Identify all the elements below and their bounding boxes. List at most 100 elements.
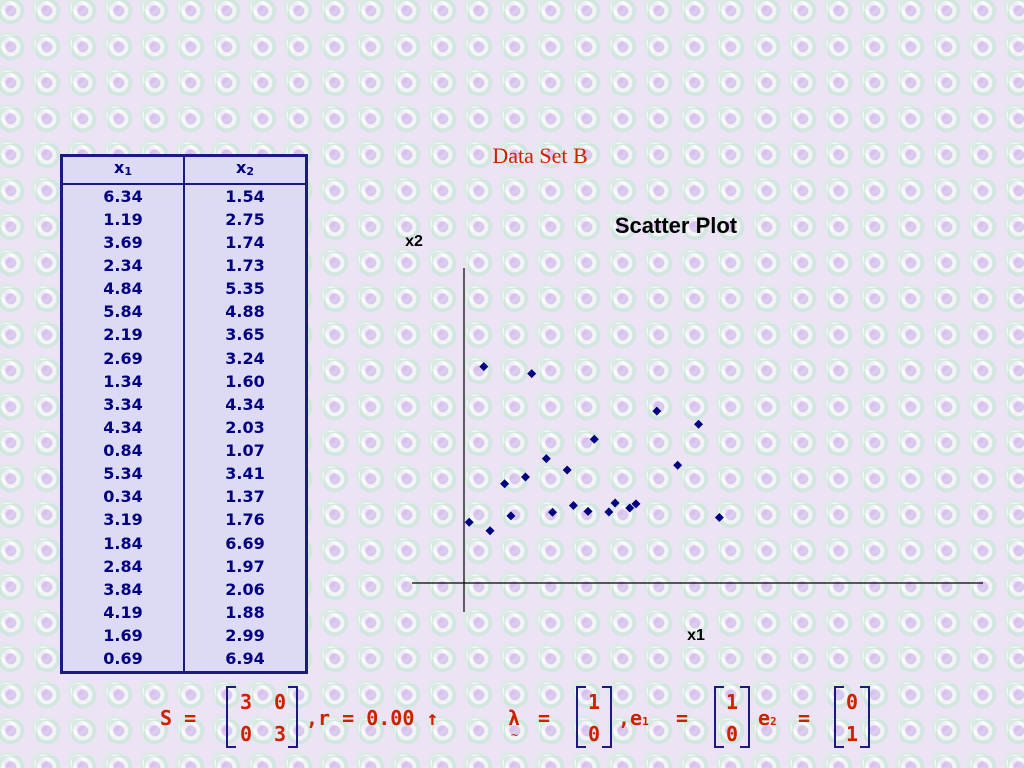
scatter-point	[500, 479, 510, 489]
cell-x1: 1.84	[63, 532, 185, 556]
table-row: 1.19 2.75	[63, 208, 305, 232]
scatter-point	[604, 507, 614, 517]
cell-x2: 4.34	[225, 394, 265, 414]
table-row: 1.34 1.60	[63, 370, 305, 394]
cell-x2: 1.07	[225, 441, 265, 461]
cell-x1: 6.34	[63, 184, 185, 209]
scatter-point	[589, 434, 599, 444]
cell-x2: 1.88	[225, 602, 265, 622]
table-row: 3.69 1.74	[63, 231, 305, 255]
eigen-formula: S = 3 0 0 3 ,r = 0.00 ↑ λ ~ = 1 0 ,e1 = 1…	[158, 686, 878, 750]
table-row: 4.84 5.35	[63, 277, 305, 301]
cell-x2: 2.06	[225, 579, 265, 599]
matrix-s-cell: 0	[273, 690, 287, 714]
cell-x2: 1.76	[225, 510, 265, 530]
cell-x2: 4.88	[225, 302, 265, 322]
cell-x2: 5.35	[225, 279, 265, 299]
scatter-point	[673, 460, 683, 470]
table-header-row: x1 x2	[63, 157, 305, 185]
cell-x2: 1.54	[225, 186, 265, 206]
cell-x2: 1.60	[225, 371, 265, 391]
cell-x2: 1.37	[225, 487, 265, 507]
lambda-vector-cell: 1	[587, 690, 601, 714]
table-row: 2.19 3.65	[63, 323, 305, 348]
data-table: x1 x2 6.34 1.54 1.19 2.75 3.69 1.74 2.34 1.73 4.…	[60, 154, 308, 674]
e1-vector-cell: 1	[725, 690, 739, 714]
lambda-vector: 1 0	[576, 686, 612, 748]
e2-vector: 0 1	[834, 686, 870, 748]
e2-equals: =	[798, 706, 811, 730]
column-header-x1: x1	[63, 157, 185, 185]
scatter-point	[520, 472, 530, 482]
table-row: 1.69 2.99	[63, 624, 305, 648]
lambda-symbol: λ ~	[508, 706, 521, 742]
cell-x2: 3.24	[225, 348, 265, 368]
table-row: 2.84 1.97	[63, 555, 305, 579]
cell-x2: 3.65	[225, 325, 265, 345]
cell-x2: 6.94	[225, 649, 265, 669]
cell-x2: 2.75	[225, 209, 265, 229]
scatter-point	[714, 513, 724, 523]
e1-vector: 1 0	[714, 686, 750, 748]
table-row: 3.19 1.76	[63, 508, 305, 533]
y-axis-label: x2	[405, 233, 423, 250]
scatter-point	[479, 362, 489, 372]
r-text: ,r = 0.00 ↑	[306, 706, 439, 730]
cell-x1: 3.69	[63, 231, 185, 255]
matrix-s: 3 0 0 3	[226, 686, 298, 748]
table-row: 2.34 1.73	[63, 254, 305, 278]
e1-vector-cell: 0	[725, 722, 739, 746]
chart-title: Scatter Plot	[615, 213, 738, 238]
scatter-point	[527, 369, 537, 379]
cell-x1: 0.34	[63, 485, 185, 509]
cell-x1: 5.34	[63, 462, 185, 486]
cell-x2: 2.99	[225, 626, 265, 646]
cell-x1: 2.69	[63, 347, 185, 371]
scatter-point	[562, 465, 572, 475]
matrix-s-cell: 3	[273, 722, 287, 746]
table-row: 5.84 4.88	[63, 300, 305, 324]
table-row: 0.69 6.94	[63, 647, 305, 671]
cell-x2: 2.03	[225, 417, 265, 437]
cell-x1: 2.84	[63, 555, 185, 579]
matrix-s-cell: 3	[239, 690, 253, 714]
e2-vector-cell: 1	[845, 722, 859, 746]
scatter-point	[694, 419, 704, 429]
cell-x2: 6.69	[225, 533, 265, 553]
table-row: 6.34 1.54	[63, 184, 305, 209]
cell-x1: 4.34	[63, 416, 185, 440]
cell-x2: 1.74	[225, 232, 265, 252]
x-axis-label: x1	[687, 627, 705, 644]
scatter-point	[464, 517, 474, 527]
s-label: S =	[160, 706, 197, 730]
scatter-point	[485, 526, 495, 536]
scatter-point	[631, 499, 641, 509]
e2-label: e2	[758, 706, 777, 730]
column-header-x2: x2	[184, 157, 305, 185]
cell-x1: 2.34	[63, 254, 185, 278]
cell-x1: 3.84	[63, 578, 185, 602]
scatter-point	[583, 506, 593, 516]
cell-x1: 1.69	[63, 624, 185, 648]
table-row: 4.19 1.88	[63, 601, 305, 625]
lambda-equals: =	[538, 706, 551, 730]
table-row: 4.34 2.03	[63, 416, 305, 440]
lambda-tilde: ~	[511, 728, 519, 742]
scatter-points	[464, 362, 724, 536]
e2-vector-cell: 0	[845, 690, 859, 714]
scatter-point	[610, 498, 620, 508]
table-row: 3.84 2.06	[63, 578, 305, 602]
scatter-point	[625, 503, 635, 513]
table-row: 3.34 4.34	[63, 393, 305, 417]
table-row: 0.34 1.37	[63, 485, 305, 509]
table-row: 1.84 6.69	[63, 532, 305, 556]
cell-x1: 1.34	[63, 370, 185, 394]
table-row: 5.34 3.41	[63, 462, 305, 486]
lambda-vector-cell: 0	[587, 722, 601, 746]
scatter-point	[548, 507, 558, 517]
scatter-point	[541, 454, 551, 464]
scatter-point	[652, 406, 662, 416]
table-row: 0.84 1.07	[63, 439, 305, 463]
table-row: 2.69 3.24	[63, 347, 305, 371]
